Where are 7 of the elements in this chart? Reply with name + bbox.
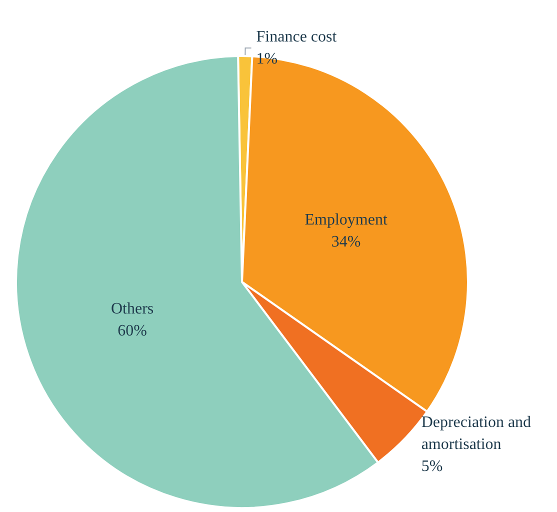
slice-label: Employment bbox=[304, 211, 388, 228]
data-label: 34% bbox=[331, 233, 361, 250]
slice-label: Depreciation and amortisation bbox=[421, 414, 536, 454]
slice-label: Others bbox=[110, 300, 154, 318]
data-label: 5% bbox=[421, 458, 443, 476]
data-label: 60% bbox=[118, 322, 147, 340]
slice-label: Finance cost bbox=[256, 28, 338, 46]
